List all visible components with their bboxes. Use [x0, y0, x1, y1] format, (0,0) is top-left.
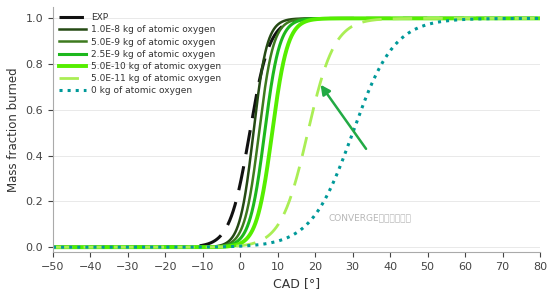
5.0E-11 kg of atomic oxygen: [237, 244, 243, 248]
0 kg of atomic oxygen: [237, 244, 243, 248]
EXP: [475, 17, 481, 20]
5.0E-10 kg of atomic oxygen: [536, 17, 542, 20]
2.5E-9 kg of atomic oxygen: [105, 245, 112, 249]
1.0E-8 kg of atomic oxygen: [105, 245, 112, 249]
5.0E-9 kg of atomic oxygen: [537, 17, 543, 20]
5.0E-9 kg of atomic oxygen: [50, 245, 57, 249]
5.0E-10 kg of atomic oxygen: [50, 245, 57, 249]
5.0E-9 kg of atomic oxygen: [134, 245, 141, 249]
5.0E-10 kg of atomic oxygen: [258, 202, 264, 206]
1.0E-8 kg of atomic oxygen: [258, 74, 264, 78]
5.0E-11 kg of atomic oxygen: [258, 239, 264, 242]
2.5E-9 kg of atomic oxygen: [537, 17, 543, 20]
0 kg of atomic oxygen: [475, 17, 481, 21]
0 kg of atomic oxygen: [50, 245, 57, 249]
Line: 5.0E-11 kg of atomic oxygen: 5.0E-11 kg of atomic oxygen: [53, 18, 540, 247]
5.0E-11 kg of atomic oxygen: [50, 245, 57, 249]
EXP: [105, 245, 112, 249]
0 kg of atomic oxygen: [105, 245, 112, 249]
1.0E-8 kg of atomic oxygen: [475, 17, 481, 20]
Line: EXP: EXP: [53, 18, 540, 247]
0 kg of atomic oxygen: [537, 17, 543, 20]
Y-axis label: Mass fraction burned: Mass fraction burned: [7, 67, 20, 192]
5.0E-11 kg of atomic oxygen: [134, 245, 141, 249]
5.0E-11 kg of atomic oxygen: [527, 17, 534, 20]
EXP: [527, 17, 534, 20]
0 kg of atomic oxygen: [134, 245, 141, 249]
2.5E-9 kg of atomic oxygen: [258, 159, 264, 163]
5.0E-9 kg of atomic oxygen: [105, 245, 112, 249]
5.0E-10 kg of atomic oxygen: [475, 17, 481, 20]
1.0E-8 kg of atomic oxygen: [537, 17, 543, 20]
2.5E-9 kg of atomic oxygen: [50, 245, 57, 249]
5.0E-11 kg of atomic oxygen: [105, 245, 112, 249]
5.0E-10 kg of atomic oxygen: [134, 245, 141, 249]
2.5E-9 kg of atomic oxygen: [475, 17, 481, 20]
Text: CONVERGE先进仿真技术: CONVERGE先进仿真技术: [328, 213, 411, 222]
1.0E-8 kg of atomic oxygen: [50, 245, 57, 249]
EXP: [258, 72, 264, 76]
1.0E-8 kg of atomic oxygen: [500, 17, 507, 20]
2.5E-9 kg of atomic oxygen: [237, 238, 243, 241]
1.0E-8 kg of atomic oxygen: [237, 218, 243, 222]
2.5E-9 kg of atomic oxygen: [134, 245, 141, 249]
Line: 0 kg of atomic oxygen: 0 kg of atomic oxygen: [53, 18, 540, 247]
5.0E-10 kg of atomic oxygen: [527, 17, 534, 20]
5.0E-9 kg of atomic oxygen: [258, 117, 264, 120]
1.0E-8 kg of atomic oxygen: [134, 245, 141, 249]
5.0E-11 kg of atomic oxygen: [475, 17, 481, 20]
5.0E-9 kg of atomic oxygen: [475, 17, 481, 20]
Line: 5.0E-10 kg of atomic oxygen: 5.0E-10 kg of atomic oxygen: [53, 18, 540, 247]
0 kg of atomic oxygen: [258, 243, 264, 246]
EXP: [50, 245, 57, 249]
5.0E-10 kg of atomic oxygen: [537, 17, 543, 20]
2.5E-9 kg of atomic oxygen: [527, 17, 534, 20]
0 kg of atomic oxygen: [527, 17, 534, 20]
Line: 5.0E-9 kg of atomic oxygen: 5.0E-9 kg of atomic oxygen: [53, 18, 540, 247]
X-axis label: CAD [°]: CAD [°]: [273, 277, 320, 290]
EXP: [134, 245, 141, 249]
EXP: [537, 17, 543, 20]
5.0E-11 kg of atomic oxygen: [537, 17, 543, 20]
5.0E-9 kg of atomic oxygen: [237, 231, 243, 234]
Legend: EXP, 1.0E-8 kg of atomic oxygen, 5.0E-9 kg of atomic oxygen, 2.5E-9 kg of atomic: EXP, 1.0E-8 kg of atomic oxygen, 5.0E-9 …: [58, 12, 223, 97]
5.0E-9 kg of atomic oxygen: [520, 17, 527, 20]
5.0E-10 kg of atomic oxygen: [105, 245, 112, 249]
5.0E-9 kg of atomic oxygen: [527, 17, 534, 20]
EXP: [237, 184, 243, 188]
Line: 2.5E-9 kg of atomic oxygen: 2.5E-9 kg of atomic oxygen: [53, 18, 540, 247]
5.0E-10 kg of atomic oxygen: [237, 242, 243, 245]
1.0E-8 kg of atomic oxygen: [527, 17, 534, 20]
Line: 1.0E-8 kg of atomic oxygen: 1.0E-8 kg of atomic oxygen: [53, 18, 540, 247]
